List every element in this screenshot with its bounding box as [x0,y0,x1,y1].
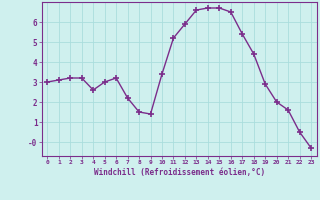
X-axis label: Windchill (Refroidissement éolien,°C): Windchill (Refroidissement éolien,°C) [94,168,265,177]
